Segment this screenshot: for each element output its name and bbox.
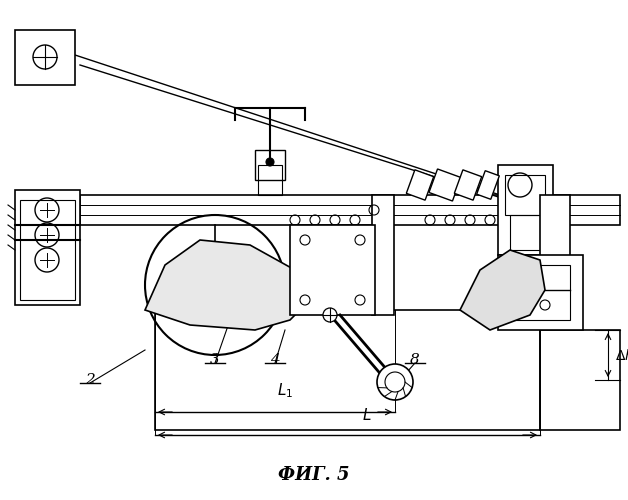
Circle shape xyxy=(266,158,274,166)
Text: 2: 2 xyxy=(85,373,95,387)
Polygon shape xyxy=(460,250,545,330)
Polygon shape xyxy=(429,169,461,201)
Circle shape xyxy=(385,372,405,392)
Bar xyxy=(258,165,282,195)
Text: $L_1$: $L_1$ xyxy=(277,382,293,400)
Bar xyxy=(80,195,620,225)
Bar xyxy=(540,330,620,430)
Bar xyxy=(498,165,553,255)
Polygon shape xyxy=(454,170,482,200)
Bar xyxy=(505,175,545,215)
Polygon shape xyxy=(477,170,499,200)
Text: 4: 4 xyxy=(270,353,280,367)
Bar xyxy=(510,215,540,250)
Bar xyxy=(155,310,540,430)
Text: 3: 3 xyxy=(210,353,220,367)
Text: ФИГ. 5: ФИГ. 5 xyxy=(278,466,350,484)
Bar xyxy=(222,292,230,300)
Bar xyxy=(20,200,75,300)
Bar xyxy=(498,255,583,330)
Bar xyxy=(222,270,230,278)
Bar xyxy=(15,190,80,305)
Polygon shape xyxy=(406,170,434,200)
Text: 8: 8 xyxy=(410,353,420,367)
Text: $\Delta h$: $\Delta h$ xyxy=(615,348,628,362)
Bar xyxy=(510,265,570,320)
Circle shape xyxy=(209,280,220,290)
Bar xyxy=(15,30,75,85)
Circle shape xyxy=(377,364,413,400)
Bar xyxy=(200,270,208,278)
Bar xyxy=(200,292,208,300)
Bar xyxy=(290,225,375,315)
Bar xyxy=(372,195,394,315)
Bar xyxy=(255,150,285,180)
Text: $L$: $L$ xyxy=(362,407,372,423)
Polygon shape xyxy=(260,255,370,315)
Polygon shape xyxy=(145,240,310,330)
Circle shape xyxy=(323,308,337,322)
Bar xyxy=(540,195,570,325)
